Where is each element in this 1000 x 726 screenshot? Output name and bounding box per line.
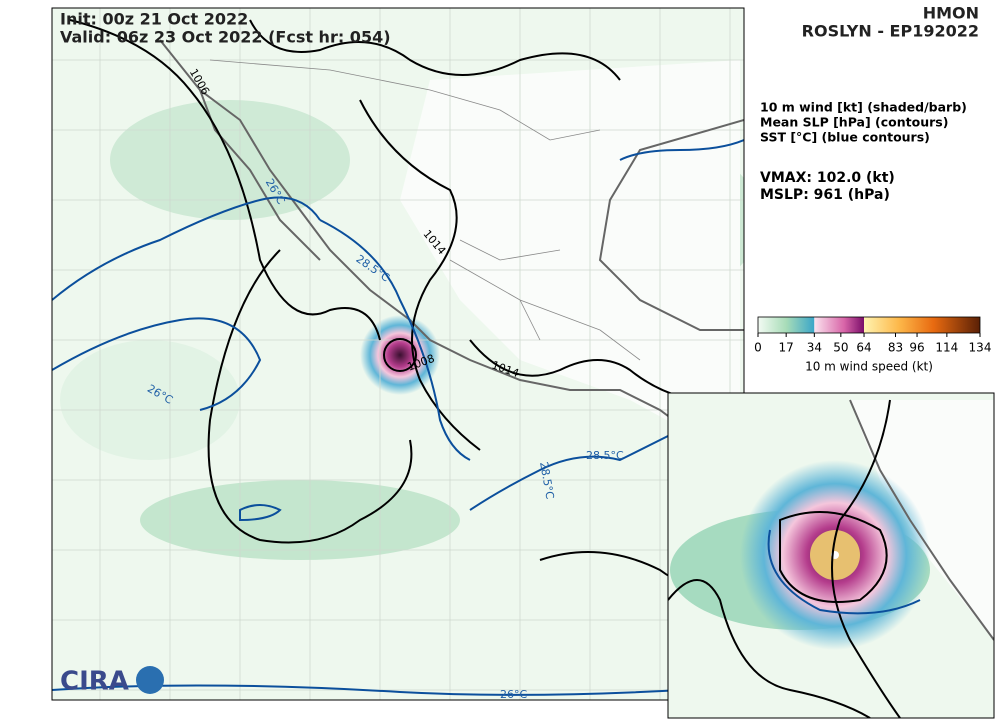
field-line: 10 m wind [kt] (shaded/barb)	[760, 100, 967, 115]
colorbar-tick-label: 114	[935, 341, 958, 355]
logo: CIRA	[60, 667, 129, 697]
valid-time: Valid: 06z 23 Oct 2022 (Fcst hr: 054)	[60, 28, 391, 47]
colorbar-tick-label: 50	[833, 341, 848, 355]
inset-frame	[667, 392, 995, 719]
colorbar-segment	[758, 317, 815, 333]
inset-map	[668, 393, 994, 718]
colorbar-frame	[757, 316, 981, 334]
colorbar-label: 10 m wind speed (kt)	[805, 360, 933, 374]
init-time: Init: 00z 21 Oct 2022	[60, 10, 248, 29]
colorbar-tick-label: 96	[909, 341, 924, 355]
colorbar: 0 17 34 50 64 83 96 114 134	[754, 316, 992, 355]
colorbar-tick-label: 134	[969, 341, 992, 355]
field-line: Mean SLP [hPa] (contours)	[760, 115, 948, 130]
colorbar-tick-label: 64	[856, 341, 871, 355]
colorbar-tick-label: 83	[888, 341, 903, 355]
mslp: MSLP: 961 (hPa)	[760, 187, 890, 203]
map-frame	[51, 7, 745, 701]
colorbar-segment	[864, 317, 980, 333]
storm-name: ROSLYN - EP192022	[802, 22, 979, 41]
field-line: SST [°C] (blue contours)	[760, 130, 930, 145]
sst-label: 28.5°C	[586, 449, 624, 462]
colorbar-tick-label: 34	[807, 341, 822, 355]
main-map: 1006 1014 1008 1014 26°C 28.5°C 26°C 28.…	[52, 8, 744, 701]
model-name: HMON	[923, 4, 979, 23]
vmax: VMAX: 102.0 (kt)	[760, 170, 895, 186]
sst-label: 28.5°C	[537, 461, 556, 501]
logo-icon	[136, 666, 164, 694]
colorbar-tick-label: 0	[754, 341, 762, 355]
colorbar-segment	[814, 317, 865, 333]
colorbar-tick-label: 17	[779, 341, 794, 355]
sst-label: 26°C	[500, 688, 527, 701]
